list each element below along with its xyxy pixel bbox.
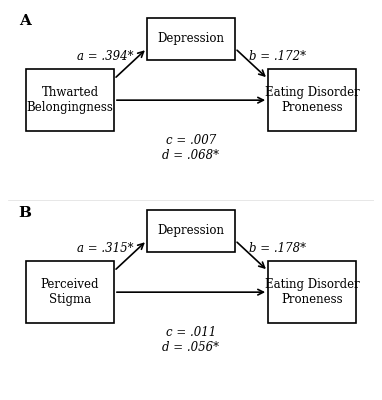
Text: b = .172*: b = .172*: [249, 50, 306, 62]
Text: c = .011
d = .056*: c = .011 d = .056*: [162, 326, 220, 354]
FancyBboxPatch shape: [147, 210, 235, 252]
FancyBboxPatch shape: [268, 262, 356, 323]
Text: Eating Disorder
Proneness: Eating Disorder Proneness: [265, 86, 359, 114]
Text: B: B: [19, 206, 32, 220]
Text: A: A: [19, 14, 31, 28]
Text: Perceived
Stigma: Perceived Stigma: [41, 278, 99, 306]
FancyBboxPatch shape: [147, 18, 235, 60]
FancyBboxPatch shape: [26, 262, 114, 323]
Text: b = .178*: b = .178*: [249, 242, 306, 254]
FancyBboxPatch shape: [26, 70, 114, 131]
Text: Depression: Depression: [157, 224, 225, 237]
Text: a = .394*: a = .394*: [76, 50, 133, 62]
Text: Eating Disorder
Proneness: Eating Disorder Proneness: [265, 278, 359, 306]
FancyBboxPatch shape: [268, 70, 356, 131]
Text: Depression: Depression: [157, 32, 225, 45]
Text: a = .315*: a = .315*: [76, 242, 133, 254]
Text: c = .007
d = .068*: c = .007 d = .068*: [162, 134, 220, 162]
Text: Thwarted
Belongingness: Thwarted Belongingness: [26, 86, 113, 114]
